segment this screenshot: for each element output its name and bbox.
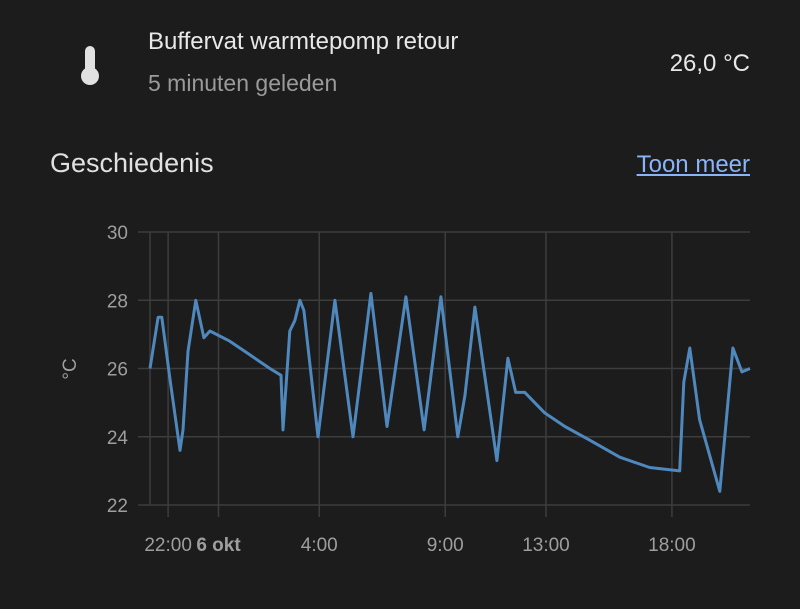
y-tick-label: 22 [107, 496, 128, 517]
series-line [148, 291, 751, 493]
y-tick-label: 24 [107, 428, 129, 449]
y-tick-label: 30 [107, 223, 128, 244]
last-changed: 5 minuten geleden [148, 70, 338, 96]
x-tick-label: 18:00 [648, 535, 696, 556]
entity-name: Buffervat warmtepomp retour [148, 28, 459, 55]
history-title: Geschiedenis [50, 148, 214, 178]
y-tick-label: 28 [107, 291, 128, 312]
x-tick-label: 13:00 [522, 535, 570, 556]
y-axis-label: °C [60, 358, 81, 379]
entity-state: 26,0 °C [669, 50, 750, 77]
x-tick-label: 4:00 [301, 535, 338, 556]
x-tick-label: 9:00 [427, 535, 464, 556]
thermometer-icon [74, 44, 106, 88]
show-more-link[interactable]: Toon meer [636, 151, 750, 178]
x-tick-label: 6 okt [196, 535, 241, 556]
y-tick-label: 26 [107, 360, 128, 381]
x-tick-label: 22:00 [144, 535, 192, 556]
